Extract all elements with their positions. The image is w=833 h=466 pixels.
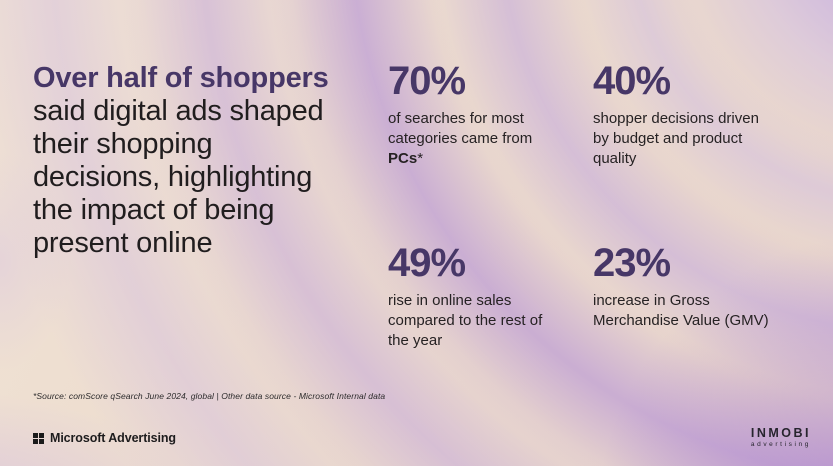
- headline: Over half of shoppers said digital ads s…: [33, 62, 339, 260]
- inmobi-logo-text: INMOBI: [750, 426, 811, 440]
- microsoft-windows-icon: [33, 432, 44, 444]
- headline-emphasis: Over half of shoppers: [33, 62, 329, 94]
- headline-body: said digital ads shaped their shopping d…: [33, 95, 324, 259]
- stat-shopper-decisions: 40% shopper decisions driven by budget a…: [593, 58, 775, 169]
- stat-value: 70%: [388, 59, 466, 103]
- source-footnote: *Source: comScore qSearch June 2024, glo…: [33, 391, 386, 401]
- stat-value: 40%: [593, 59, 671, 103]
- stat-value: 23%: [593, 241, 671, 285]
- stat-description: increase in Gross Merchandise Value (GMV…: [593, 292, 769, 329]
- stat-value: 49%: [388, 241, 466, 285]
- stat-description-bold: PCs: [388, 150, 418, 167]
- microsoft-advertising-logo: Microsoft Advertising: [33, 431, 176, 445]
- stat-description-asterisk: *: [417, 150, 424, 167]
- inmobi-advertising-logo: INMOBI advertising: [751, 427, 811, 449]
- stat-description-text: of searches for most categories came fro…: [388, 110, 533, 147]
- microsoft-logo-text: Microsoft Advertising: [50, 431, 176, 445]
- inmobi-logo-subtext: advertising: [750, 441, 811, 448]
- stat-description: shopper decisions driven by budget and p…: [593, 110, 759, 167]
- stat-searches-pcs: 70% of searches for most categories came…: [388, 58, 560, 169]
- stat-online-sales: 49% rise in online sales compared to the…: [388, 240, 548, 351]
- stat-gmv-increase: 23% increase in Gross Merchandise Value …: [593, 240, 785, 331]
- stat-description: of searches for most categories came fro…: [388, 109, 560, 169]
- stat-description: rise in online sales compared to the res…: [388, 292, 543, 349]
